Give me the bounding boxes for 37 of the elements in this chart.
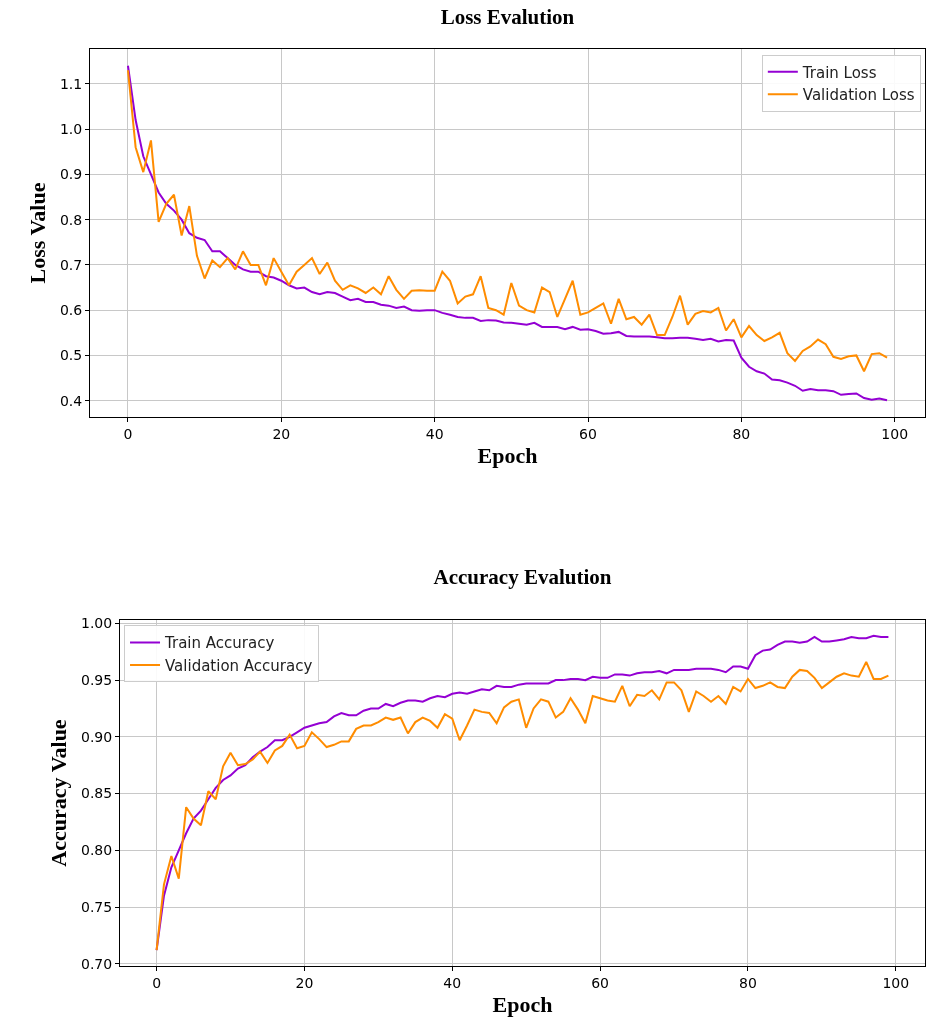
y-tick-label: 0.4 [59, 392, 83, 409]
legend-label: Validation Accuracy [165, 656, 313, 675]
x-tick-label: 20 [295, 974, 314, 991]
y-tick-label: 1.1 [59, 75, 83, 92]
y-tick-label: 0.70 [81, 955, 113, 972]
x-tick-label: 0 [152, 974, 162, 991]
x-tick-label: 20 [272, 425, 291, 442]
x-tick-label: 40 [443, 974, 462, 991]
y-tick-label: 0.85 [81, 785, 113, 802]
x-tick-label: 80 [732, 425, 751, 442]
x-tick-label: 100 [881, 425, 909, 442]
legend-label: Train Accuracy [164, 634, 275, 653]
chart-title: Accuracy Evalution [433, 565, 612, 590]
y-axis-title: Loss Value [24, 182, 50, 284]
y-tick-label: 1.00 [81, 615, 113, 632]
y-tick-label: 0.8 [59, 211, 83, 228]
legend-label: Train Loss [801, 63, 877, 82]
chart-title: Loss Evalution [440, 5, 575, 30]
y-tick-label: 0.80 [81, 842, 113, 859]
x-tick-label: 40 [425, 425, 444, 442]
legend-label: Validation Loss [802, 86, 915, 105]
x-tick-label: 0 [123, 425, 133, 442]
y-tick-label: 1.0 [59, 121, 83, 138]
y-tick-label: 0.7 [59, 256, 83, 273]
y-tick-label: 0.9 [59, 166, 83, 183]
x-axis-title: Epoch [492, 991, 553, 1017]
x-tick-label: 60 [579, 425, 597, 442]
y-tick-label: 0.90 [81, 728, 113, 745]
y-tick-label: 0.75 [81, 898, 113, 915]
x-tick-label: 100 [882, 974, 910, 991]
y-tick-label: 0.6 [59, 302, 83, 319]
y-axis-title: Accuracy Value [45, 719, 71, 867]
y-tick-label: 0.95 [81, 672, 113, 689]
x-tick-label: 60 [591, 974, 610, 991]
x-tick-label: 80 [739, 974, 757, 991]
x-axis-title: Epoch [477, 442, 538, 468]
y-tick-label: 0.5 [59, 347, 83, 364]
